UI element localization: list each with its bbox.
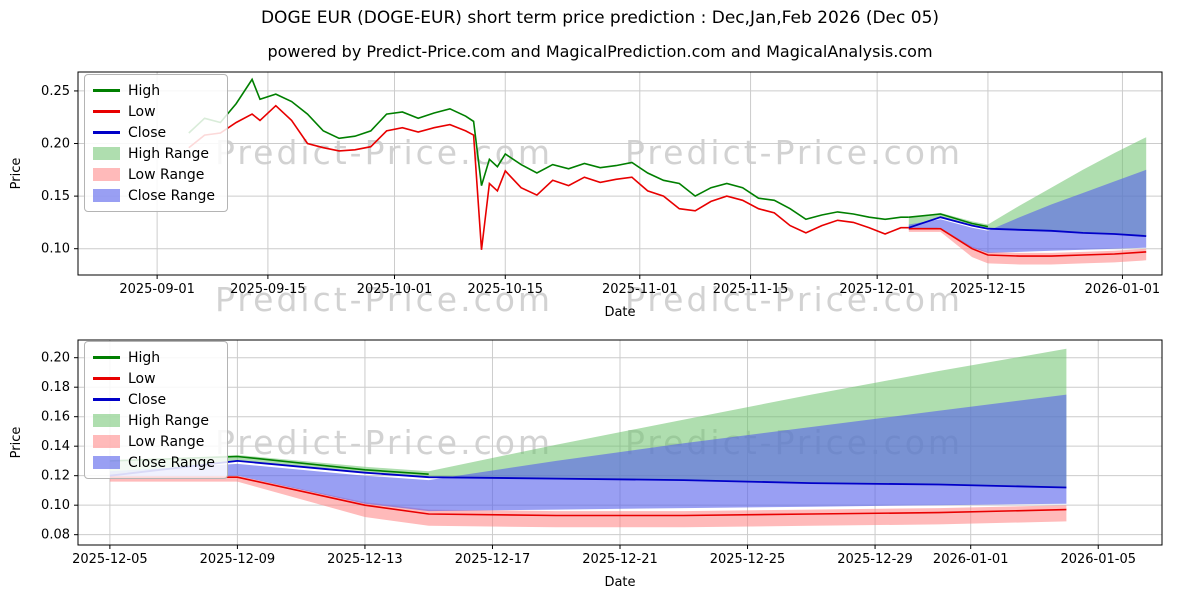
x-tick-label: 2026-01-05 (1060, 552, 1136, 567)
legend-swatch-line (93, 398, 120, 401)
legend-item-low: Low (93, 101, 215, 122)
legend-item-high-range: High Range (93, 143, 215, 164)
x-tick-label: 2025-12-25 (710, 552, 786, 567)
x-tick-label: 2025-09-01 (119, 282, 195, 297)
x-tick-label: 2025-12-29 (837, 552, 913, 567)
forecast-low-line (908, 227, 1147, 257)
y-tick-label: 0.10 (41, 498, 70, 513)
page-title: DOGE EUR (DOGE-EUR) short term price pre… (260, 8, 940, 28)
x-tick-label: 2025-10-01 (357, 282, 433, 297)
legend-item-close: Close (93, 122, 215, 143)
legend-top-chart: High Low Close High Range Low Range Close Ran… (84, 74, 228, 212)
forecast-high-line (908, 213, 989, 228)
x-tick-label: 2025-11-15 (713, 282, 789, 297)
legend-label: High Range (128, 412, 209, 429)
x-tick-label: 2025-12-13 (327, 552, 403, 567)
forecast-close-line (109, 459, 1067, 489)
y-tick-label: 0.08 (41, 528, 70, 543)
forecast-close-line (908, 216, 1147, 237)
legend-swatch-fill (93, 414, 120, 427)
legend-label: Close (128, 124, 167, 141)
forecast-low-line (109, 476, 1067, 517)
y-axis-label: Price (9, 427, 24, 459)
x-tick-label: 2025-12-21 (582, 552, 658, 567)
legend-label: Close (128, 391, 167, 408)
y-tick-label: 0.25 (41, 84, 70, 99)
x-axis-label: Date (604, 305, 635, 320)
watermark-text: Predict-Price.com (625, 280, 964, 319)
legend-swatch-fill (93, 435, 120, 448)
legend-label: Low (128, 370, 156, 387)
legend-bottom-chart: High Low Close High Range Low Range Close Ran… (84, 341, 228, 479)
watermark-text: Predict-Price.com (625, 133, 964, 172)
x-tick-label: 2025-12-17 (455, 552, 531, 567)
x-tick-label: 2025-12-15 (950, 282, 1026, 297)
y-tick-label: 0.14 (41, 439, 70, 454)
watermark-text: Predict-Price.com (215, 133, 554, 172)
watermark-text: Predict-Price.com (215, 280, 554, 319)
page-subtitle: powered by Predict-Price.com and Magical… (267, 42, 933, 61)
legend-label: High Range (128, 145, 209, 162)
low-line (188, 104, 909, 250)
close-range-band (109, 394, 1067, 512)
legend-label: Low Range (128, 433, 205, 450)
legend-item-low-range: Low Range (93, 431, 215, 452)
legend-label: High (128, 82, 161, 99)
y-tick-label: 0.15 (41, 189, 70, 204)
legend-label: High (128, 349, 161, 366)
close-range-band (908, 169, 1147, 253)
y-tick-label: 0.10 (41, 242, 70, 257)
x-tick-label: 2025-09-15 (230, 282, 306, 297)
legend-label: Low (128, 103, 156, 120)
y-tick-label: 0.20 (41, 351, 70, 366)
legend-swatch-line (93, 89, 120, 92)
legend-swatch-line (93, 377, 120, 380)
x-tick-label: 2025-11-01 (602, 282, 678, 297)
legend-item-close-range: Close Range (93, 185, 215, 206)
legend-swatch-fill (93, 456, 120, 469)
legend-swatch-line (93, 110, 120, 113)
y-tick-label: 0.20 (41, 137, 70, 152)
x-axis-label: Date (604, 575, 635, 590)
y-tick-label: 0.16 (41, 410, 70, 425)
x-tick-label: 2026-01-01 (1085, 282, 1161, 297)
watermark-text: Predict-Price.com (215, 423, 554, 462)
legend-swatch-fill (93, 147, 120, 160)
x-tick-label: 2025-12-01 (839, 282, 915, 297)
legend-item-low-range: Low Range (93, 164, 215, 185)
x-tick-label: 2025-12-09 (200, 552, 276, 567)
legend-swatch-line (93, 131, 120, 134)
forecast-zoom-chart: 2025-12-05 2025-12-09 2025-12-13 2025-12-17… (9, 339, 1163, 590)
y-axis-label: Price (9, 158, 24, 190)
y-tick-label: 0.12 (41, 469, 70, 484)
legend-item-low: Low (93, 368, 215, 389)
legend-swatch-line (93, 356, 120, 359)
y-tick-label: 0.18 (41, 380, 70, 395)
legend-item-high: High (93, 80, 215, 101)
price-history-chart: 2025-09-01 2025-09-15 2025-10-01 2025-10-15… (9, 71, 1163, 320)
legend-label: Low Range (128, 166, 205, 183)
plot-border (77, 71, 1163, 276)
legend-item-close-range: Close Range (93, 452, 215, 473)
x-tick-label: 2025-10-15 (467, 282, 543, 297)
x-tick-label: 2025-12-05 (72, 552, 148, 567)
high-line (188, 77, 909, 221)
legend-label: Close Range (128, 454, 215, 471)
legend-swatch-fill (93, 168, 120, 181)
legend-swatch-fill (93, 189, 120, 202)
x-tick-label: 2026-01-01 (933, 552, 1009, 567)
legend-item-high-range: High Range (93, 410, 215, 431)
legend-item-close: Close (93, 389, 215, 410)
legend-label: Close Range (128, 187, 215, 204)
legend-item-high: High (93, 347, 215, 368)
